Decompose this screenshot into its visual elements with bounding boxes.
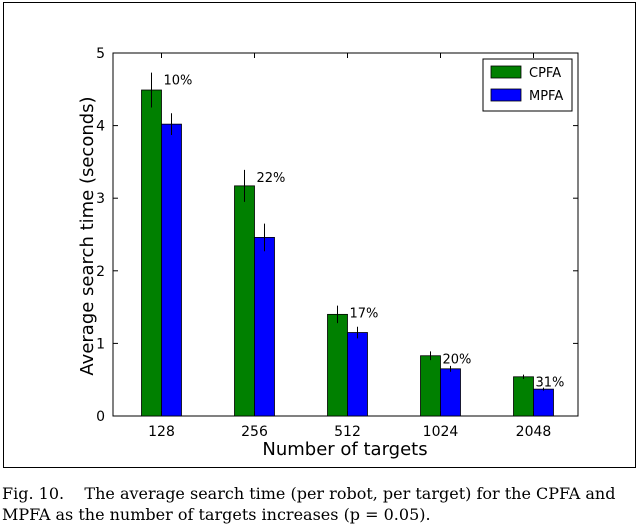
bar-cpfa bbox=[141, 89, 162, 417]
legend-label-cpfa: CPFA bbox=[529, 66, 561, 81]
improvement-annotation: 20% bbox=[443, 352, 472, 367]
y-tick-label: 5 bbox=[96, 46, 105, 62]
x-tick-label: 256 bbox=[241, 424, 268, 440]
improvement-annotation: 10% bbox=[164, 74, 193, 89]
bar-cpfa bbox=[234, 185, 255, 417]
x-tick-label: 512 bbox=[334, 424, 361, 440]
bar-cpfa bbox=[513, 376, 534, 417]
x-tick-label: 128 bbox=[148, 424, 175, 440]
x-tick-label: 2048 bbox=[516, 424, 552, 440]
legend-swatch-mpfa bbox=[490, 88, 522, 102]
legend: CPFA MPFA bbox=[482, 58, 573, 112]
bar-mpfa bbox=[161, 123, 182, 417]
caption-label: Fig. 10. bbox=[2, 484, 65, 503]
improvement-annotation: 22% bbox=[257, 171, 286, 186]
bar-mpfa bbox=[347, 332, 368, 417]
legend-label-mpfa: MPFA bbox=[529, 89, 563, 104]
y-tick-label: 2 bbox=[96, 264, 105, 280]
x-tick-label: 1024 bbox=[423, 424, 459, 440]
caption-text-1: The average search time (per robot, per … bbox=[84, 484, 616, 503]
y-tick-label: 4 bbox=[96, 119, 105, 135]
y-axis-title: Average search time (seconds) bbox=[77, 96, 98, 375]
caption-text-2: MPFA as the number of targets increases … bbox=[2, 505, 431, 524]
axes-layer: 0 1 2 3 4 5 128 256 512 1024 2048 bbox=[96, 46, 578, 440]
bar-mpfa bbox=[533, 388, 554, 417]
legend-swatch-cpfa bbox=[490, 65, 522, 79]
caption-line-1: Fig. 10. The average search time (per ro… bbox=[2, 483, 640, 504]
bar-cpfa bbox=[327, 313, 348, 417]
x-axis-title: Number of targets bbox=[262, 439, 427, 460]
caption-line-2: MPFA as the number of targets increases … bbox=[2, 504, 640, 525]
bars-layer: 10% 22% 17% 20% 31% bbox=[141, 72, 565, 417]
bar-cpfa bbox=[420, 355, 441, 417]
y-tick-label: 1 bbox=[96, 336, 105, 352]
y-tick-label: 0 bbox=[96, 409, 105, 425]
y-tick-label: 3 bbox=[96, 191, 105, 207]
bar-mpfa bbox=[254, 237, 275, 417]
figure-caption: Fig. 10. The average search time (per ro… bbox=[2, 483, 640, 525]
bar-mpfa bbox=[440, 368, 461, 417]
improvement-annotation: 17% bbox=[350, 307, 379, 322]
improvement-annotation: 31% bbox=[536, 376, 565, 391]
